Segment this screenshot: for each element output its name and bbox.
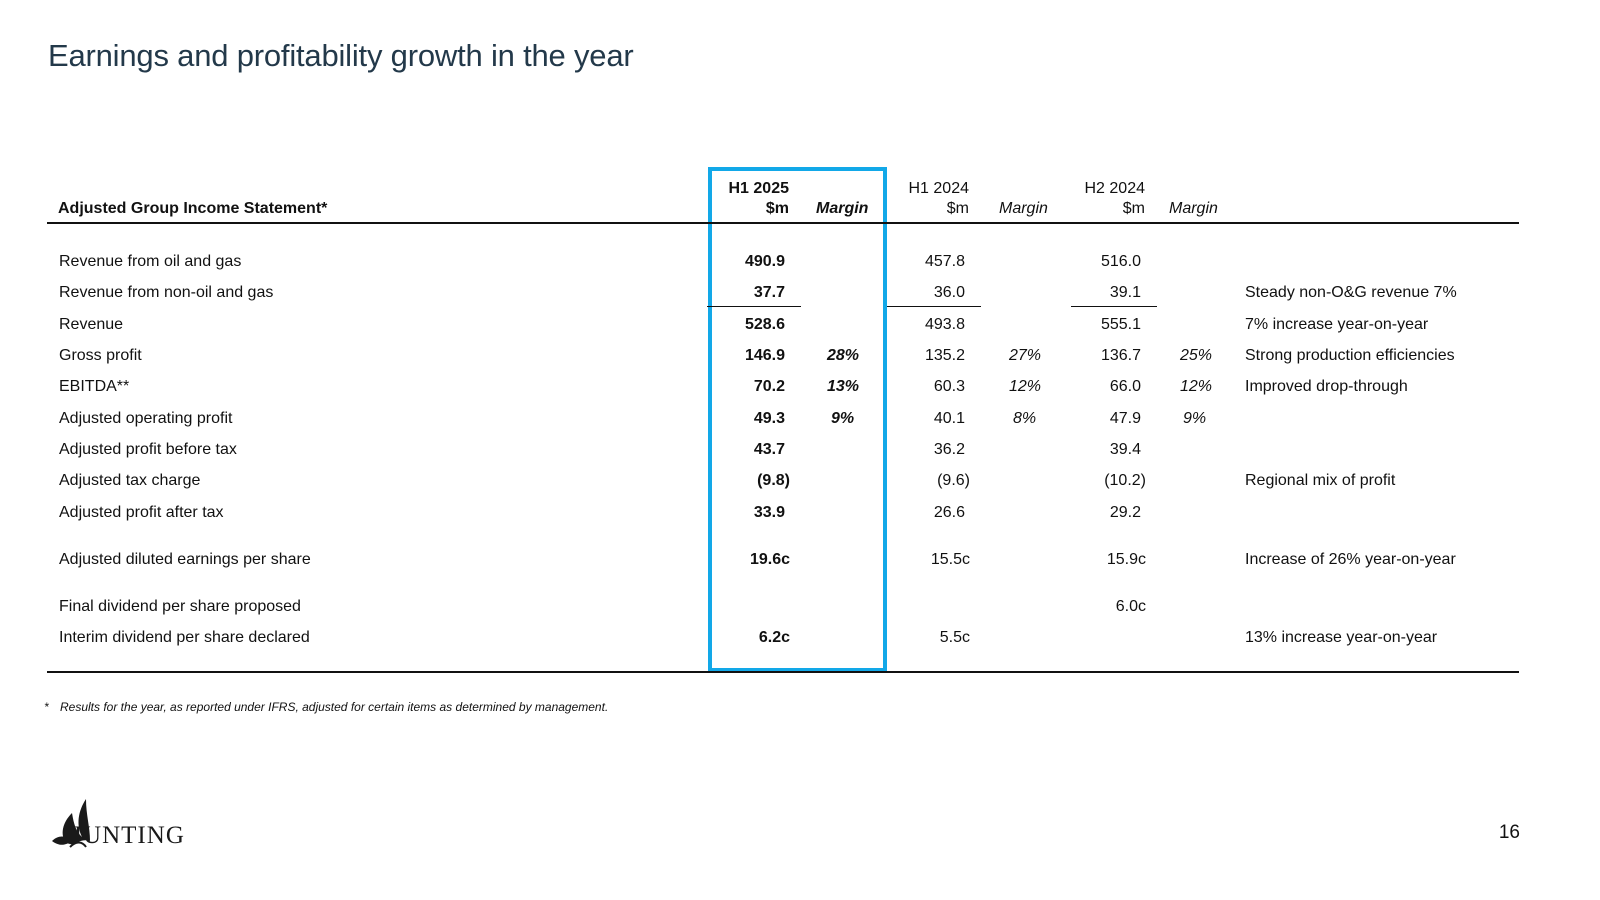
row-comment: Regional mix of profit [1245, 472, 1396, 489]
margin-h1-2025: 13% [827, 378, 860, 395]
value-h2-2024: 516.0 [1100, 253, 1141, 270]
value-h1-2024: 36.0 [933, 284, 965, 301]
row-label: Adjusted tax charge [59, 472, 201, 489]
value-h2-2024: 39.4 [1109, 441, 1141, 458]
footer-rule [47, 671, 1519, 673]
row-label: Adjusted operating profit [59, 410, 233, 427]
value-h2-2024: (10.2) [1104, 472, 1146, 489]
col-h1-2025-margin: Margin [816, 200, 869, 217]
value-h1-2025: 528.6 [744, 316, 785, 333]
value-h1-2024: 457.8 [924, 253, 965, 270]
header-rule [47, 222, 1519, 224]
row-label: Gross profit [59, 347, 142, 364]
row-comment: Improved drop-through [1245, 378, 1408, 395]
margin-h1-2025: 9% [831, 410, 855, 427]
margin-h1-2024: 12% [1009, 378, 1042, 395]
value-h2-2024: 15.9c [1106, 551, 1146, 568]
value-h1-2025: 33.9 [753, 504, 785, 521]
value-h1-2024: 60.3 [933, 378, 965, 395]
row-comment: Increase of 26% year-on-year [1245, 551, 1456, 568]
footnote-text: Results for the year, as reported under … [60, 700, 609, 714]
value-h2-2024: 6.0c [1115, 598, 1146, 615]
footnote-mark: * [44, 700, 49, 714]
value-h1-2025: 70.2 [753, 378, 785, 395]
row-comment: 7% increase year-on-year [1245, 316, 1429, 333]
margin-h2-2024: 25% [1180, 347, 1213, 364]
value-h1-2025: 49.3 [753, 410, 785, 427]
row-label: EBITDA** [59, 378, 130, 395]
margin-h1-2024: 8% [1013, 410, 1037, 427]
col-h1-2025-unit: $m [765, 200, 789, 217]
col-h2-2024-period: H2 2024 [1084, 180, 1146, 197]
value-h1-2024: 135.2 [924, 347, 965, 364]
winged-mark-icon [52, 799, 90, 848]
value-h2-2024: 136.7 [1100, 347, 1141, 364]
value-h2-2024: 66.0 [1109, 378, 1141, 395]
value-h1-2024: 26.6 [933, 504, 965, 521]
row-label: Interim dividend per share declared [59, 629, 310, 646]
value-h1-2024: 36.2 [933, 441, 965, 458]
income-statement-table: Adjusted Group Income Statement* H1 2025… [47, 0, 1559, 900]
row-label: Revenue [59, 316, 124, 333]
margin-h2-2024: 9% [1183, 410, 1207, 427]
value-h2-2024: 29.2 [1109, 504, 1141, 521]
col-h2-2024-unit: $m [1122, 200, 1145, 217]
value-h1-2025: 37.7 [753, 284, 785, 301]
value-h1-2024: 40.1 [933, 410, 965, 427]
value-h1-2025: 490.9 [744, 253, 785, 270]
col-h1-2024-period: H1 2024 [908, 180, 970, 197]
table-heading: Adjusted Group Income Statement* [58, 200, 328, 217]
value-h1-2025: 19.6c [749, 551, 790, 568]
col-h1-2024-margin: Margin [999, 200, 1048, 217]
value-h1-2024: 5.5c [939, 629, 970, 646]
value-h1-2025: 146.9 [744, 347, 785, 364]
col-h1-2024-unit: $m [946, 200, 969, 217]
value-h1-2025: 43.7 [753, 441, 785, 458]
margin-h1-2024: 27% [1009, 347, 1042, 364]
margin-h2-2024: 12% [1180, 378, 1213, 395]
row-comment: Steady non-O&G revenue 7% [1245, 284, 1457, 301]
page-number: 16 [1498, 822, 1520, 843]
value-h1-2024: 15.5c [930, 551, 970, 568]
row-label: Revenue from non-oil and gas [59, 284, 274, 301]
subtotal-rule-h2-2024 [1071, 306, 1157, 307]
value-h1-2025: (9.8) [757, 472, 790, 489]
row-comment: 13% increase year-on-year [1245, 629, 1438, 646]
col-h1-2025-period: H1 2025 [728, 180, 790, 197]
logo-text: HUNTING [64, 822, 185, 849]
h1-2025-highlight-box [708, 167, 887, 672]
row-label: Revenue from oil and gas [59, 253, 242, 270]
page-title: Earnings and profitability growth in the… [48, 38, 634, 73]
subtotal-rule-h1-2025 [707, 306, 801, 307]
value-h2-2024: 47.9 [1109, 410, 1141, 427]
value-h1-2024: (9.6) [937, 472, 970, 489]
col-h2-2024-margin: Margin [1169, 200, 1218, 217]
row-label: Adjusted profit after tax [59, 504, 224, 521]
margin-h1-2025: 28% [827, 347, 860, 364]
row-label: Adjusted profit before tax [59, 441, 237, 458]
row-label: Final dividend per share proposed [59, 598, 301, 615]
value-h2-2024: 555.1 [1100, 316, 1141, 333]
value-h2-2024: 39.1 [1109, 284, 1141, 301]
row-comment: Strong production efficiencies [1245, 347, 1455, 364]
value-h1-2025: 6.2c [758, 629, 790, 646]
subtotal-rule-h1-2024 [887, 306, 981, 307]
value-h1-2024: 493.8 [924, 316, 965, 333]
row-label: Adjusted diluted earnings per share [59, 551, 311, 568]
